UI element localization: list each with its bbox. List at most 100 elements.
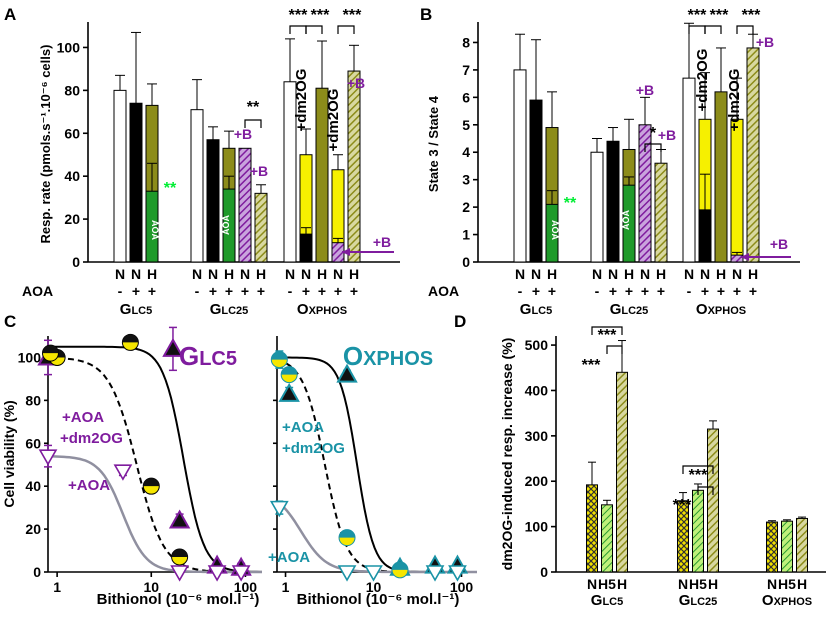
triangle-marker bbox=[162, 337, 184, 357]
aoa-label: - bbox=[288, 283, 293, 299]
y-tick-label: 80 bbox=[25, 392, 41, 408]
y-tick-label: 300 bbox=[525, 428, 549, 444]
chart-title: GLC5 bbox=[179, 341, 237, 371]
cell-label: H bbox=[224, 266, 234, 282]
sig-label: *** bbox=[311, 7, 330, 24]
circle-marker-half bbox=[143, 478, 160, 487]
bar-label: N bbox=[678, 576, 688, 592]
aoa-label: + bbox=[701, 283, 709, 299]
sig-label: *** bbox=[742, 7, 761, 24]
sig-bracket bbox=[337, 25, 355, 34]
cell-label: N bbox=[515, 266, 525, 282]
bar bbox=[766, 521, 778, 573]
bar bbox=[347, 70, 361, 263]
plus-b-label: +B bbox=[373, 234, 391, 250]
x-tick-label: 100 bbox=[450, 579, 474, 595]
bar bbox=[601, 504, 613, 573]
cell-label: H bbox=[547, 266, 557, 282]
aoa-label: + bbox=[641, 283, 649, 299]
plus-b-label: +B bbox=[770, 236, 788, 252]
bar-label: N bbox=[767, 576, 777, 592]
fit-curve-solid bbox=[48, 345, 262, 573]
dm2og-label: +dm2OG bbox=[694, 49, 711, 112]
aoa-label: + bbox=[532, 283, 540, 299]
cell-label: H bbox=[656, 266, 666, 282]
bar bbox=[654, 162, 668, 263]
bar-label: H5 bbox=[598, 576, 616, 592]
cell-label: N bbox=[684, 266, 694, 282]
y-tick-label: 0 bbox=[72, 254, 80, 270]
sig-label: *** bbox=[688, 7, 707, 24]
aoa-row-label: AOA bbox=[22, 283, 53, 299]
aoa-label: + bbox=[733, 283, 741, 299]
panel-label-b: B bbox=[420, 5, 432, 24]
aoa-label: + bbox=[749, 283, 757, 299]
group-label: OXPHOS bbox=[762, 592, 812, 609]
bar-label: H bbox=[797, 576, 807, 592]
bar bbox=[529, 99, 543, 263]
group-label: GLC25 bbox=[610, 301, 649, 318]
y-tick-label: 0 bbox=[33, 564, 41, 580]
bar-label: H5 bbox=[778, 576, 796, 592]
aoa-label: + bbox=[548, 283, 556, 299]
group-label: GLC25 bbox=[679, 592, 718, 609]
dm2og-label: +dm2OG bbox=[726, 69, 743, 132]
bar-label: H bbox=[617, 576, 627, 592]
cell-label: H bbox=[624, 266, 634, 282]
y-axis-label: Resp. rate (pmols.s⁻¹.10⁻⁶ cells) bbox=[38, 45, 53, 244]
group-label: OXPHOS bbox=[297, 301, 347, 318]
aoa-label: + bbox=[318, 283, 326, 299]
open-triangle-marker bbox=[337, 565, 357, 582]
x-tick-label: 1 bbox=[53, 579, 61, 595]
cell-label: N bbox=[192, 266, 202, 282]
open-triangle-marker bbox=[170, 565, 189, 582]
annotation-aoa: +AOA bbox=[68, 477, 110, 494]
open-triangle-marker bbox=[269, 500, 289, 518]
cell-label: H bbox=[716, 266, 726, 282]
aoa-label: - bbox=[118, 283, 123, 299]
open-triangle-marker bbox=[207, 565, 227, 582]
aoa-label: + bbox=[350, 283, 358, 299]
sig-bracket bbox=[697, 486, 714, 495]
aoa-row-label: AOA bbox=[428, 283, 459, 299]
dm2og-label: +dm2OG bbox=[293, 69, 310, 132]
y-tick-label: 6 bbox=[462, 89, 470, 105]
aoa-label: + bbox=[302, 283, 310, 299]
bar-label: H5 bbox=[689, 576, 707, 592]
fit-curve-dashed bbox=[48, 356, 262, 573]
aoa-label: - bbox=[195, 283, 200, 299]
bar bbox=[113, 89, 127, 263]
cell-label: N bbox=[700, 266, 710, 282]
y-tick-label: 100 bbox=[525, 519, 549, 535]
y-axis-label: Cell viability (%) bbox=[1, 400, 17, 507]
open-triangle-marker bbox=[425, 565, 445, 582]
green-stars: ** bbox=[564, 195, 577, 212]
y-tick-label: 80 bbox=[64, 82, 80, 98]
bar bbox=[781, 520, 793, 573]
panel-a-resp-rate-chart: 0 20 40 60 80 100 Resp. rate (pmols.s⁻¹.10⁻⁶ c… bbox=[22, 7, 400, 318]
sig-bracket bbox=[606, 345, 623, 354]
x-axis-label: Bithionol (10⁻⁶ mol.l⁻¹) bbox=[297, 591, 460, 608]
aoa-label: + bbox=[717, 283, 725, 299]
circle-marker-half bbox=[339, 529, 356, 538]
cell-label: N bbox=[208, 266, 218, 282]
bar-label: H bbox=[708, 576, 718, 592]
y-tick-label: 400 bbox=[525, 382, 549, 398]
sig-bracket bbox=[644, 143, 662, 152]
y-tick-label: 100 bbox=[57, 39, 81, 55]
cell-label: H bbox=[317, 266, 327, 282]
cell-label: N bbox=[531, 266, 541, 282]
panel-label-c: C bbox=[4, 312, 16, 331]
bar bbox=[692, 489, 704, 573]
aoa-label: + bbox=[657, 283, 665, 299]
sig-bracket bbox=[682, 465, 714, 474]
cell-label: N bbox=[115, 266, 125, 282]
aoa-label: - bbox=[687, 283, 692, 299]
bar bbox=[606, 140, 620, 263]
aoa-label: + bbox=[241, 283, 249, 299]
circle-marker-half bbox=[122, 334, 139, 343]
y-tick-label: 500 bbox=[525, 337, 549, 353]
arrow-head bbox=[342, 248, 350, 256]
plus-b-label: +B bbox=[234, 126, 252, 142]
cell-label: N bbox=[732, 266, 742, 282]
